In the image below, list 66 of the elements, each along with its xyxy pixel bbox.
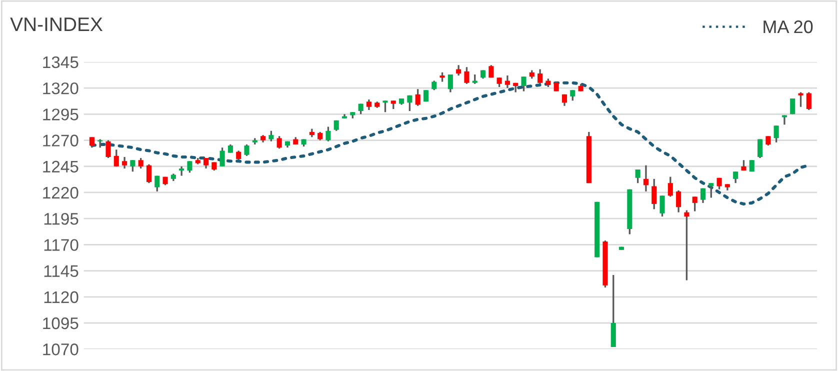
candlestick (138, 157, 144, 170)
candlestick (684, 209, 690, 282)
candlestick (407, 94, 412, 112)
candlestick (432, 80, 437, 91)
candlestick (692, 196, 698, 212)
candlestick (504, 74, 510, 89)
candlestick (366, 98, 372, 111)
candlestick (668, 176, 673, 198)
candlestick (676, 190, 682, 214)
candlestick (521, 76, 526, 92)
y-tick-label: 1245 (43, 160, 78, 173)
candlestick (220, 146, 225, 168)
candlestick (538, 68, 543, 85)
y-tick-label: 1070 (43, 344, 78, 356)
candlestick (570, 89, 576, 102)
y-tick-label: 1120 (44, 291, 78, 304)
candlestick (244, 144, 250, 157)
candlestick (114, 148, 119, 168)
candlestick (268, 130, 274, 142)
y-tick-label: 1095 (43, 317, 78, 330)
chart-title: VN-INDEX (10, 18, 103, 31)
candlestick (774, 124, 779, 144)
candlestick (496, 76, 502, 88)
candlestick (806, 91, 812, 111)
y-tick-label: 1295 (43, 108, 78, 120)
y-tick-label: 1195 (44, 212, 78, 225)
y-tick-label: 1345 (43, 56, 78, 68)
candlestick (635, 168, 640, 184)
candlestick (488, 64, 494, 78)
candlestick (179, 166, 184, 177)
candlestick (358, 102, 364, 115)
candlestick (415, 88, 420, 107)
candlestick (187, 160, 192, 174)
candlestick (766, 135, 771, 146)
candlestick (798, 91, 804, 108)
candlestick (203, 157, 209, 170)
candlestick (790, 98, 796, 115)
candlestick (464, 66, 470, 85)
candlestick (700, 187, 706, 204)
y-tick-label: 1270 (43, 134, 78, 146)
y-tick-label: 1320 (43, 82, 78, 94)
candlestick (106, 139, 111, 159)
y-tick-label: 1145 (44, 265, 78, 277)
candlestick (456, 64, 462, 76)
candlestick (448, 74, 453, 94)
candlestick (236, 150, 242, 161)
candlestick (660, 194, 665, 218)
candlestick (382, 100, 388, 113)
candlestick (440, 72, 445, 83)
candlestick (276, 135, 282, 150)
candlestick (472, 74, 478, 85)
candlestick (708, 182, 714, 199)
candlestick (643, 164, 648, 192)
y-tick-label: 1220 (43, 186, 78, 199)
candlestick (146, 163, 152, 184)
candlestick (89, 136, 94, 148)
candlestick (757, 138, 763, 159)
candlestick (652, 178, 657, 210)
candlestick (154, 174, 160, 192)
candlestick (122, 156, 128, 170)
candlestick (130, 159, 136, 172)
candlestick (782, 114, 787, 126)
candlestick (326, 126, 331, 142)
y-tick-label: 1170 (44, 239, 78, 251)
candlestick (733, 170, 738, 184)
legend-label: MA 20 (764, 20, 813, 34)
